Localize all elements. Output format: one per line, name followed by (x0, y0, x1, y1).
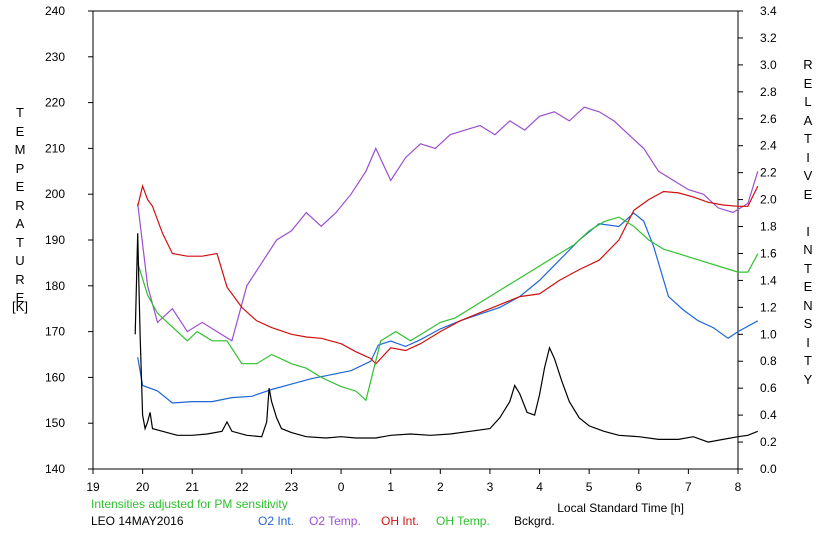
legend-o2-temp: O2 Temp. (309, 514, 361, 528)
right-y-tick-label: 3.4 (760, 4, 777, 18)
x-tick-label: 22 (235, 480, 249, 494)
left-y-axis: 140 150 160 170 180 190 200 210 220 230 240 (45, 4, 93, 476)
left-y-tick-label: 240 (45, 4, 65, 18)
legend-oh-temp: OH Temp. (436, 514, 490, 528)
series-line-oh-int (137, 184, 759, 365)
left-y-tick-label: 190 (45, 233, 65, 247)
x-tick-label: 23 (285, 480, 299, 494)
series-line-o2-int (137, 212, 759, 404)
right-y-tick-label: 2.4 (760, 139, 777, 153)
note-text: Intensities adjusted for PM sensitivity (91, 497, 288, 511)
legend-oh-int: OH Int. (381, 514, 420, 528)
right-y-tick-label: 1.0 (760, 327, 777, 341)
x-tick-label: 19 (86, 480, 100, 494)
right-y-tick-label: 3.2 (760, 31, 777, 45)
x-tick-label: 6 (635, 480, 642, 494)
right-y-tick-label: 3.0 (760, 58, 777, 72)
x-axis-label: Local Standard Time [h] (557, 501, 684, 515)
x-tick-label: 7 (685, 480, 692, 494)
x-tick-label: 0 (338, 480, 345, 494)
left-y-tick-label: 150 (45, 416, 65, 430)
series-line-o2-temp (137, 106, 759, 342)
left-y-tick-label: 210 (45, 141, 65, 155)
x-tick-label: 2 (437, 480, 444, 494)
x-tick-label: 4 (536, 480, 543, 494)
x-axis: 19 20 21 22 23 0 1 2 3 4 5 6 7 8 (86, 469, 742, 494)
right-y-tick-label: 1.2 (760, 300, 777, 314)
left-y-tick-label: 180 (45, 279, 65, 293)
series-line-oh-temp (137, 216, 759, 402)
x-tick-label: 1 (387, 480, 394, 494)
x-tick-label: 21 (186, 480, 200, 494)
x-tick-label: 3 (487, 480, 494, 494)
right-y-tick-label: 2.8 (760, 85, 777, 99)
left-axis-unit: [K] (12, 299, 28, 314)
right-y-tick-label: 0.0 (760, 462, 777, 476)
legend-o2-int: O2 Int. (258, 514, 295, 528)
right-y-tick-label: 2.0 (760, 193, 777, 207)
right-y-tick-label: 2.6 (760, 112, 777, 126)
right-y-tick-label: 0.6 (760, 381, 777, 395)
x-tick-label: 20 (136, 480, 150, 494)
x-tick-label: 8 (735, 480, 742, 494)
right-y-tick-label: 0.4 (760, 408, 777, 422)
left-y-tick-label: 140 (45, 462, 65, 476)
plot-frame (92, 10, 739, 470)
x-tick-label: 5 (586, 480, 593, 494)
right-y-tick-label: 1.8 (760, 220, 777, 234)
left-y-tick-label: 200 (45, 187, 65, 201)
right-y-tick-label: 0.8 (760, 354, 777, 368)
right-y-tick-label: 2.2 (760, 166, 777, 180)
right-y-tick-label: 0.2 (760, 435, 777, 449)
right-y-tick-label: 1.6 (760, 246, 777, 260)
left-y-tick-label: 220 (45, 96, 65, 110)
left-y-tick-label: 170 (45, 325, 65, 339)
series-line-bckgrd (134, 233, 759, 443)
left-y-tick-label: 160 (45, 370, 65, 384)
right-y-tick-label: 1.4 (760, 273, 777, 287)
station-label: LEO 14MAY2016 (91, 514, 184, 528)
series-layer (134, 106, 759, 443)
right-y-axis: 0.0 0.2 0.4 0.6 0.8 1.0 1.2 1.4 1.6 1.8 2.0 2.2 2.4 2… (738, 4, 777, 476)
left-y-tick-label: 230 (45, 50, 65, 64)
legend-bckgrd: Bckgrd. (514, 514, 555, 528)
